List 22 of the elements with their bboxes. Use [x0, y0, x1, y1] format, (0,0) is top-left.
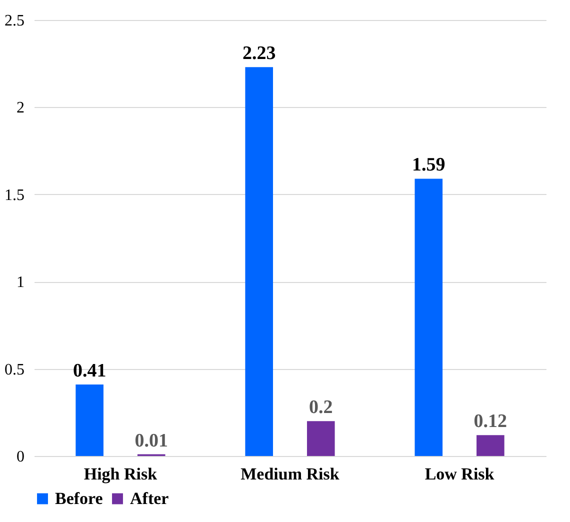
legend-label: After — [130, 488, 170, 508]
bar — [76, 384, 104, 456]
data-label: 1.59 — [412, 154, 446, 176]
y-tick-label: 1.5 — [4, 186, 24, 204]
legend-label: Before — [55, 488, 104, 508]
bar — [245, 67, 274, 456]
x-tick-label: High Risk — [84, 464, 158, 484]
y-tick-label: 2 — [16, 100, 24, 117]
x-tick-label: Low Risk — [424, 464, 495, 484]
bar — [476, 435, 504, 456]
y-tick-label: 2.5 — [4, 12, 24, 30]
data-label: 0.2 — [309, 397, 333, 418]
bar — [306, 421, 335, 456]
bar — [414, 178, 443, 456]
y-tick-label: 1 — [16, 274, 24, 292]
y-tick-label: 0.5 — [4, 361, 24, 378]
data-label: 0.01 — [134, 430, 168, 452]
data-label: 2.23 — [242, 43, 276, 64]
data-label: 0.41 — [72, 360, 106, 382]
data-label: 0.12 — [474, 411, 508, 432]
y-tick-label: 0 — [16, 448, 24, 466]
x-tick-label: Medium Risk — [240, 464, 340, 484]
